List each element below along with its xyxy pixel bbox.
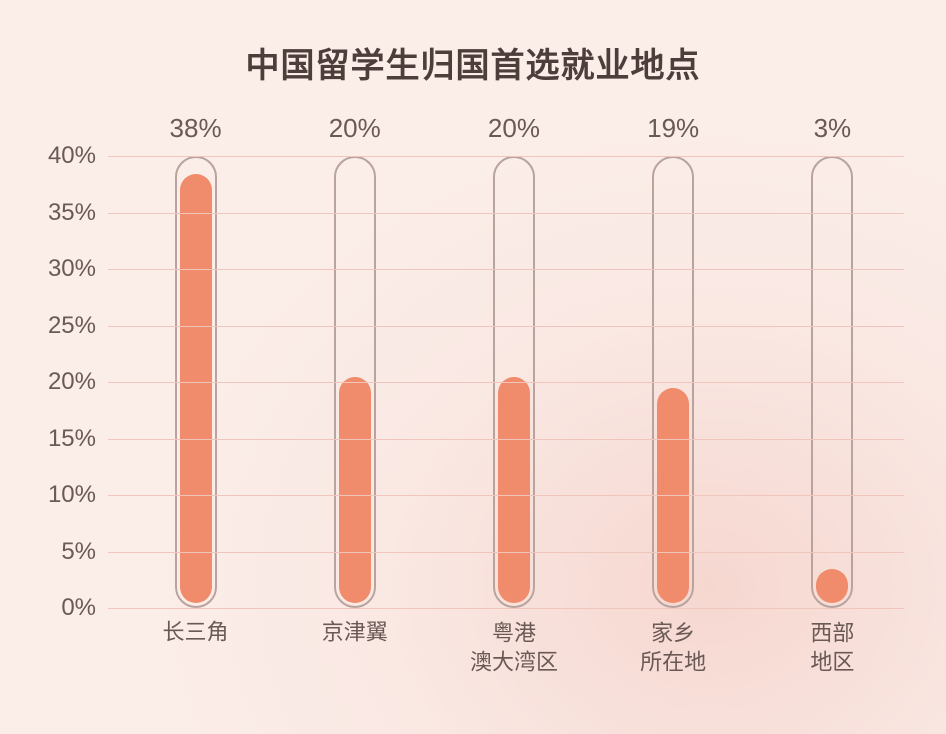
gridline <box>108 439 904 440</box>
category-label: 家乡 所在地 <box>640 618 706 677</box>
bar-fill <box>498 377 530 603</box>
gridline <box>108 269 904 270</box>
y-tick-label: 35% <box>48 199 108 227</box>
bar-value-label: 20% <box>329 113 381 144</box>
y-tick-label: 25% <box>48 312 108 340</box>
chart-title: 中国留学生归国首选就业地点 <box>0 38 946 87</box>
bar-value-label: 19% <box>647 113 699 144</box>
y-tick-label: 40% <box>48 142 108 170</box>
category-label: 京津翼 <box>322 618 388 648</box>
gridline <box>108 156 904 157</box>
category-label: 西部 地区 <box>810 618 854 677</box>
bar-fill <box>816 569 848 603</box>
bar-value-label: 3% <box>814 113 852 144</box>
bar-value-label: 38% <box>170 113 222 144</box>
y-tick-label: 5% <box>61 538 108 566</box>
y-tick-label: 30% <box>48 255 108 283</box>
gridline <box>108 552 904 553</box>
bar-fill <box>180 174 212 603</box>
y-tick-label: 20% <box>48 368 108 396</box>
category-label: 长三角 <box>163 618 229 648</box>
gridline <box>108 608 904 609</box>
gridline <box>108 495 904 496</box>
gridline <box>108 382 904 383</box>
y-tick-label: 10% <box>48 481 108 509</box>
category-label: 粤港 澳大湾区 <box>470 618 558 677</box>
bar-value-label: 20% <box>488 113 540 144</box>
y-tick-label: 15% <box>48 425 108 453</box>
gridline <box>108 213 904 214</box>
y-tick-label: 0% <box>61 594 108 622</box>
gridline <box>108 326 904 327</box>
bar-fill <box>339 377 371 603</box>
plot-area: 38%长三角20%京津翼20%粤港 澳大湾区19%家乡 所在地3%西部 地区 0… <box>108 156 904 608</box>
